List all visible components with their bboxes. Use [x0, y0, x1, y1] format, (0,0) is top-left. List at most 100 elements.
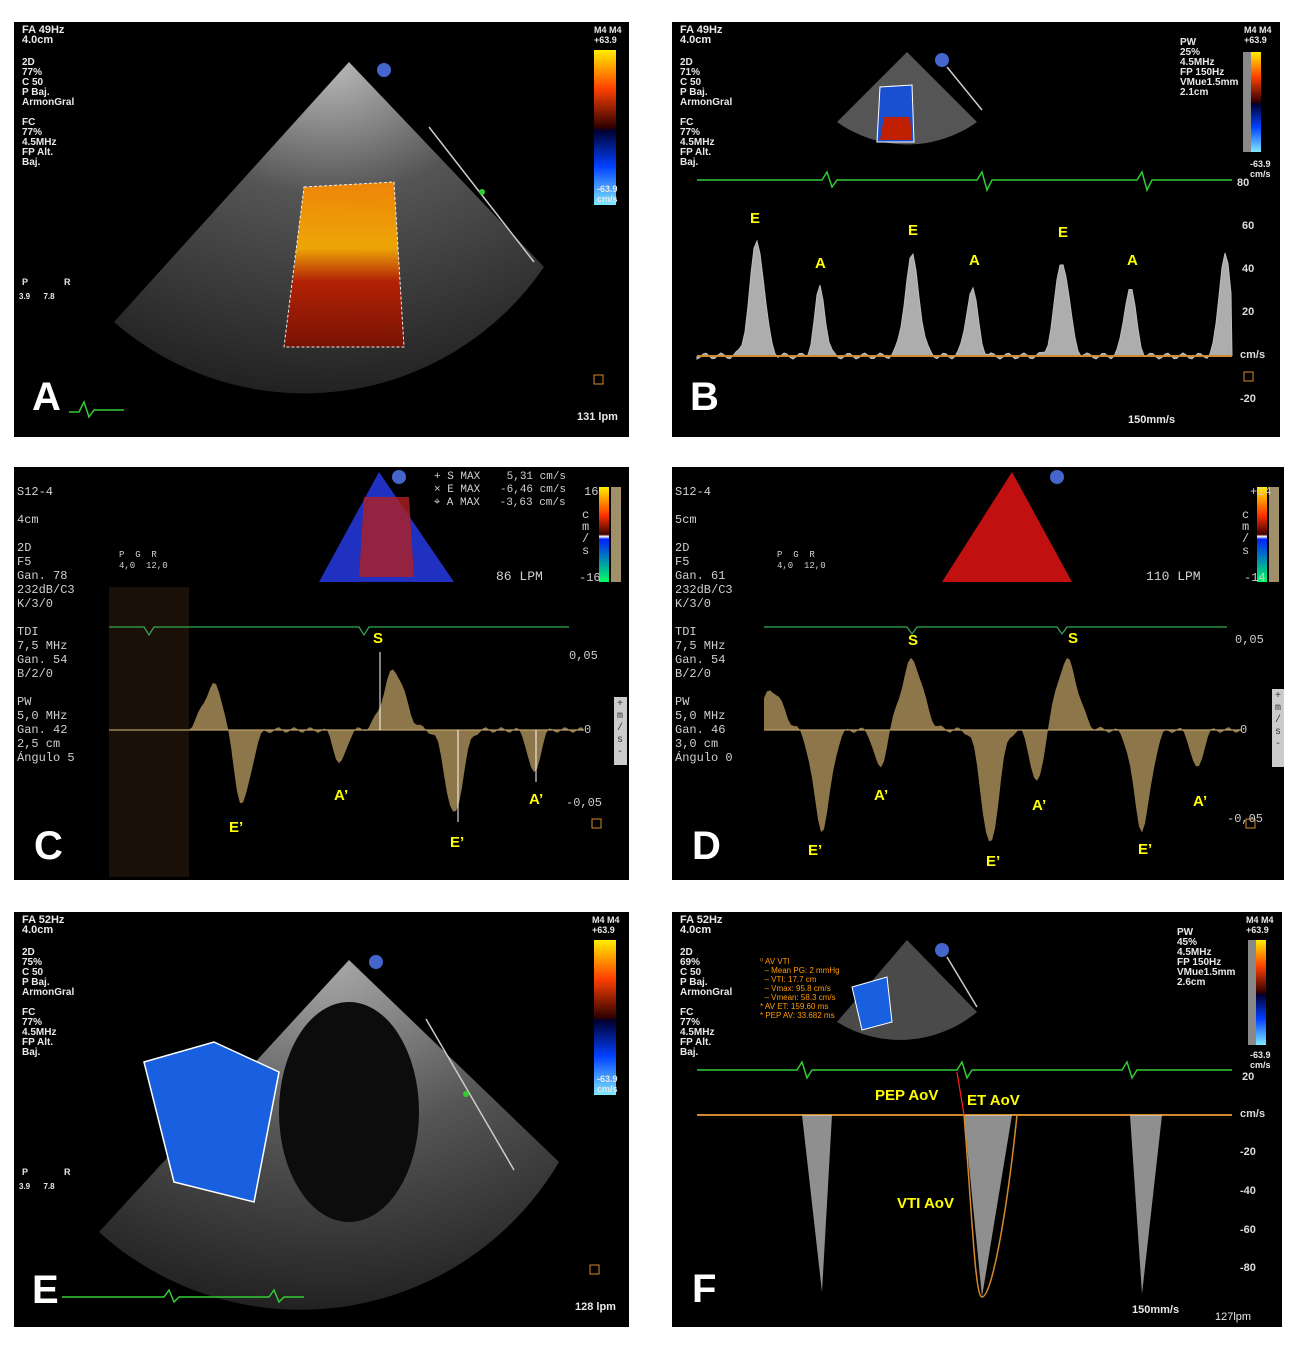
tdi-spectrum: [189, 669, 584, 812]
axis-tick: 0: [1240, 723, 1248, 737]
label-pep-aov: PEP AoV: [875, 1087, 939, 1104]
scale-bottom: -14: [1244, 571, 1266, 585]
av-vti-measurements: ⁰ AV VTI – Mean PG: 2 mmHg – VTI: 17.7 c…: [760, 957, 840, 1020]
heart-rate: 131 lpm: [577, 411, 618, 423]
ecg-trace: [697, 1060, 1232, 1080]
axis-tick: -80: [1240, 1262, 1256, 1274]
label-a-prime: A’: [334, 787, 349, 804]
axis-tick: cm/s: [1240, 1108, 1266, 1120]
axis-tick: 20: [1242, 306, 1255, 318]
panel-f: FA 52Hz 4.0cm 2D 69% C 50 P Baj. ArmonGr…: [672, 912, 1282, 1327]
axis-tick: 20: [1242, 1071, 1255, 1083]
panel-letter: D: [692, 824, 721, 868]
axis-unit: + m / s -: [1275, 691, 1282, 750]
label-e-prime: E’: [986, 853, 1001, 870]
ecg-trace: [109, 626, 569, 637]
header: FA 52Hz 4.0cm: [680, 914, 723, 936]
panel-d: S12-4 5cm 2D F5 Gan. 61 232dB/C3 K/3/0 T…: [672, 467, 1284, 880]
scale-top: M4 M4 +63.9: [1246, 915, 1274, 935]
label-s: S: [1068, 630, 1079, 647]
label-a: A: [969, 252, 980, 269]
label-a-prime: A’: [874, 787, 889, 804]
params: 2D 77% C 50 P Baj. ArmonGral FC 77% 4.5M…: [22, 57, 75, 168]
scale-bottom: -63.9 cm/s: [597, 1074, 618, 1094]
scale-top: M4 M4 +63.9: [594, 25, 622, 45]
ecg-trace: [62, 1288, 304, 1304]
label-a: A: [1127, 252, 1138, 269]
axis-tick: 40: [1242, 263, 1255, 275]
panel-e: FA 52Hz 4.0cm 2D 75% C 50 P Baj. ArmonGr…: [14, 912, 629, 1327]
panel-a: FA 49Hz 4.0cm 2D 77% C 50 P Baj. ArmonGr…: [14, 22, 629, 437]
label-e-prime: E’: [450, 834, 465, 851]
sweep-speed: 150mm/s: [1132, 1304, 1180, 1316]
panel-letter: A: [32, 375, 61, 419]
scale-top: M4 M4 +63.9: [592, 915, 620, 935]
scale-bottom: -63.9 cm/s: [1250, 1050, 1271, 1070]
label-vti-aov: VTI AoV: [897, 1195, 954, 1212]
ecg-trace: [764, 626, 1227, 636]
probe-p: P: [22, 1167, 29, 1177]
ecg-trace: [69, 400, 124, 419]
probe-orientation: P G R 4,0 12,0: [119, 550, 168, 571]
probe-r: R: [64, 1167, 71, 1177]
scale-unit: c m / s: [1242, 508, 1250, 558]
vti-trace: [963, 1114, 1018, 1298]
axis-tick: -20: [1240, 1146, 1256, 1158]
axis-tick: -0,05: [566, 796, 603, 810]
scale-top: M4 M4 +63.9: [1244, 25, 1272, 45]
panel-b-image: [696, 52, 1261, 382]
panel-c-image: [109, 470, 627, 877]
envelope: [1130, 1115, 1162, 1294]
label-e: E: [750, 210, 761, 227]
label-e-prime: E’: [1138, 841, 1153, 858]
params: 2D 71% C 50 P Baj. ArmonGral FC 77% 4.5M…: [680, 57, 733, 168]
panel-a-image: [69, 50, 616, 419]
scale-unit: c m / s: [582, 508, 590, 558]
axis-tick: 80: [1237, 177, 1250, 189]
params: S12-4 4cm 2D F5 Gan. 78 232dB/C3 K/3/0 T…: [17, 485, 75, 765]
heart-rate: 86 LPM: [496, 569, 543, 584]
label-e-prime: E’: [808, 842, 823, 859]
scale-top: +14: [1250, 485, 1272, 499]
label-a-prime: A’: [529, 791, 544, 808]
label-e: E: [908, 222, 919, 239]
panel-f-image: [697, 940, 1266, 1298]
pw-params: PW 25% 4.5MHz FP 150Hz VMue1.5mm 2.1cm: [1180, 37, 1239, 98]
panel-d-image: [764, 470, 1284, 842]
label-s: S: [373, 630, 384, 647]
axis-tick: -60: [1240, 1224, 1256, 1236]
panel-letter: E: [32, 1268, 59, 1312]
params: 2D 75% C 50 P Baj. ArmonGral FC 77% 4.5M…: [22, 947, 75, 1058]
params: S12-4 5cm 2D F5 Gan. 61 232dB/C3 K/3/0 T…: [675, 485, 733, 765]
axis-tick: -40: [1240, 1185, 1256, 1197]
panel-letter: B: [690, 375, 719, 419]
scale-top: 16: [584, 485, 599, 499]
label-a-prime: A’: [1032, 797, 1047, 814]
panel-c: S12-4 4cm 2D F5 Gan. 78 232dB/C3 K/3/0 T…: [14, 467, 629, 880]
panel-e-image: [62, 940, 616, 1310]
scale-bottom: -16: [579, 571, 601, 585]
sweep-speed: 150mm/s: [1128, 414, 1176, 426]
label-a: A: [815, 255, 826, 272]
heart-rate: 128 lpm: [575, 1301, 616, 1313]
panel-letter: C: [34, 824, 63, 868]
axis-tick: 0,05: [1235, 633, 1264, 647]
panel-b: FA 49Hz 4.0cm 2D 71% C 50 P Baj. ArmonGr…: [672, 22, 1280, 437]
label-s: S: [908, 632, 919, 649]
label-et-aov: ET AoV: [967, 1092, 1020, 1109]
params: 2D 69% C 50 P Baj. ArmonGral FC 77% 4.5M…: [680, 947, 733, 1058]
measurements: + S MAX 5,31 cm/s × E MAX -6,46 cm/s ⌖ A…: [434, 471, 567, 509]
label-e: E: [1058, 224, 1069, 241]
label-a-prime: A’: [1193, 793, 1208, 810]
envelope: [802, 1115, 832, 1292]
probe-p: P: [22, 277, 29, 287]
scale-bottom: -63.9 cm/s: [597, 184, 618, 204]
ecg-trace: [697, 170, 1232, 193]
axis-unit: + m / s -: [617, 699, 624, 758]
header: FA 49Hz 4.0cm: [22, 24, 65, 46]
panel-letter: F: [692, 1267, 717, 1311]
label-e-prime: E’: [229, 819, 244, 836]
probe-r: R: [64, 277, 71, 287]
axis-tick: -20: [1240, 393, 1256, 405]
heart-rate: 110 LPM: [1146, 569, 1201, 584]
